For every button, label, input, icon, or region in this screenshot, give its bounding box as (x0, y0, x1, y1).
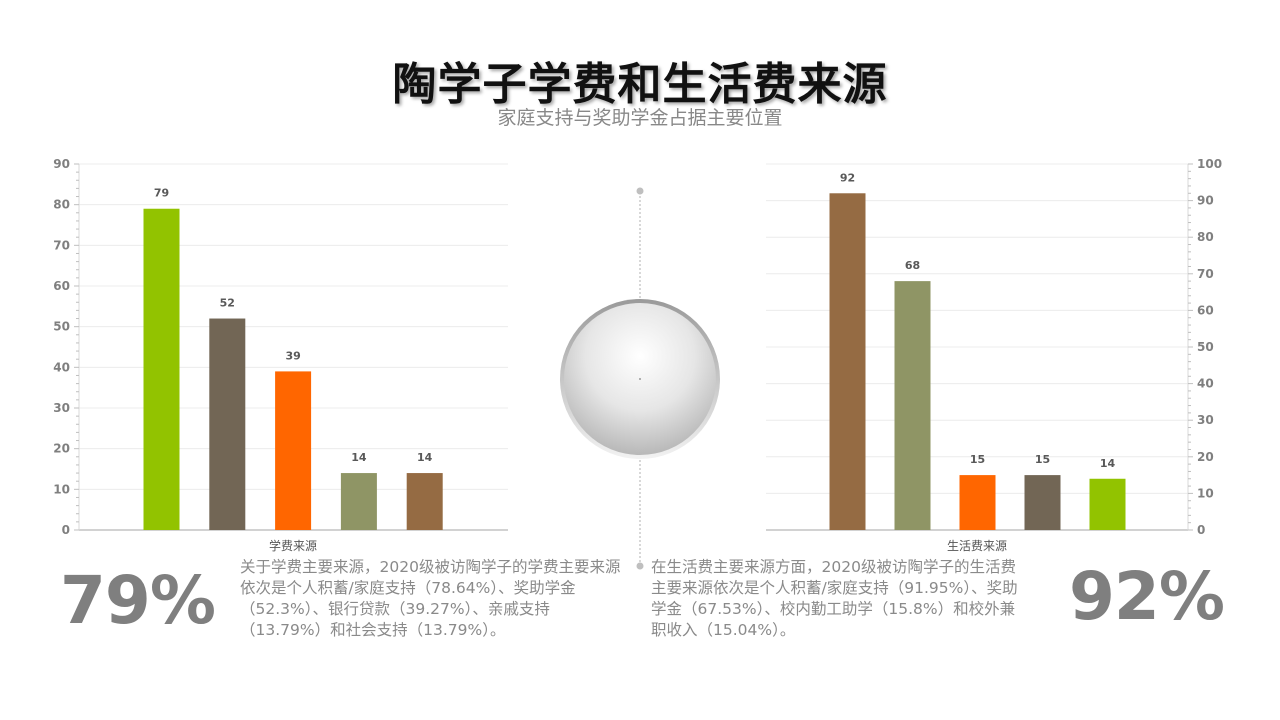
y-tick-label: 40 (1197, 377, 1214, 391)
y-tick-label: 40 (53, 360, 70, 374)
y-tick-label: 30 (53, 401, 70, 415)
y-tick-label: 0 (1197, 523, 1205, 537)
bar-value-label: 15 (970, 453, 985, 466)
y-tick-label: 50 (1197, 340, 1214, 354)
center-sphere-icon (560, 299, 720, 459)
y-tick-label: 0 (62, 523, 70, 537)
bar-value-label: 15 (1035, 453, 1050, 466)
bar (829, 193, 866, 530)
bar (143, 208, 180, 530)
y-tick-label: 70 (1197, 267, 1214, 281)
x-axis-label: 生活费来源 (947, 539, 1007, 553)
y-tick-label: 90 (1197, 194, 1214, 208)
bar-value-label: 14 (417, 451, 433, 464)
bar-value-label: 14 (1100, 457, 1116, 470)
bar-value-label: 79 (154, 187, 169, 200)
center-divider (636, 187, 644, 570)
y-tick-label: 80 (1197, 230, 1214, 244)
y-tick-label: 50 (53, 320, 70, 334)
bar (959, 475, 996, 530)
y-tick-label: 100 (1197, 157, 1222, 171)
page-subtitle: 家庭支持与奖助学金占据主要位置 (497, 107, 783, 129)
y-tick-label: 20 (53, 442, 70, 456)
bar (275, 371, 312, 530)
y-tick-label: 10 (1197, 486, 1214, 500)
bar-value-label: 68 (905, 259, 920, 272)
bar (1024, 475, 1061, 530)
y-tick-label: 60 (1197, 303, 1214, 317)
tuition-source-chart: 0 10 20 30 40 50 60 70 80 90 79 52 39 14 14 学费来源 (53, 157, 508, 553)
y-tick-label: 20 (1197, 450, 1214, 464)
bar (406, 473, 443, 530)
bar (1089, 478, 1126, 530)
tuition-description: 关于学费主要来源，2020级被访陶学子的学费主要来源依次是个人积蓄/家庭支持（7… (240, 558, 621, 639)
living-cost-source-chart: 0 10 20 30 40 50 60 70 80 90 100 92 68 15 15 14 生活费来源 (766, 157, 1222, 553)
y-tick-label: 30 (1197, 413, 1214, 427)
bar-value-label: 52 (220, 297, 235, 310)
living-cost-description: 在生活费主要来源方面，2020级被访陶学子的生活费主要来源依次是个人积蓄/家庭支… (651, 558, 1018, 639)
page-title: 陶学子学费和生活费来源 (392, 59, 888, 110)
y-tick-label: 10 (53, 482, 70, 496)
y-tick-label: 60 (53, 279, 70, 293)
y-tick-label: 90 (53, 157, 70, 171)
bar-value-label: 14 (351, 451, 367, 464)
y-tick-label: 70 (53, 238, 70, 252)
bar-value-label: 39 (285, 349, 300, 362)
bar (209, 318, 246, 530)
bar (894, 281, 931, 530)
bar-value-label: 92 (840, 171, 855, 184)
living-cost-top-percent: 92% (1069, 558, 1225, 635)
x-axis-label: 学费来源 (269, 538, 317, 553)
tuition-top-percent: 79% (60, 562, 216, 639)
y-tick-label: 80 (53, 198, 70, 212)
bar (340, 473, 377, 530)
